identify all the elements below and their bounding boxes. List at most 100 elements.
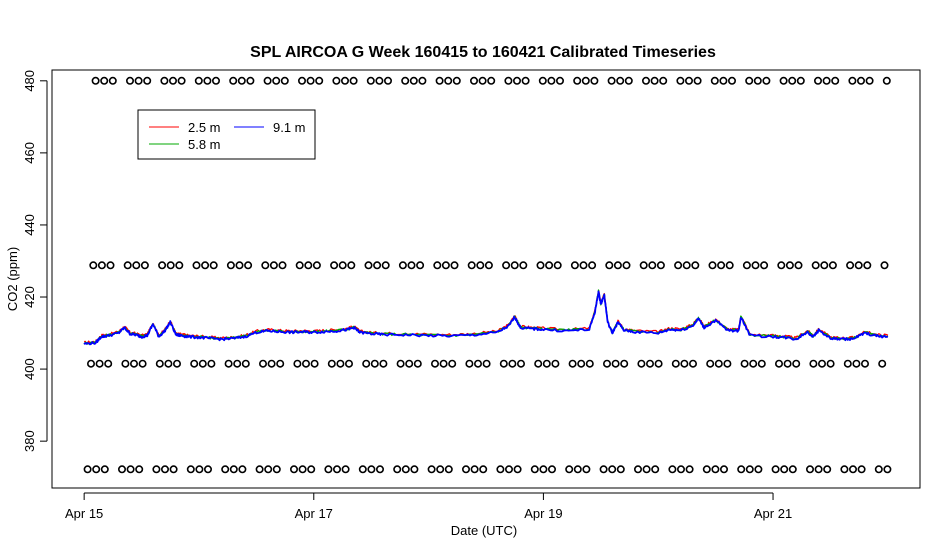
marker-point [276, 359, 285, 368]
marker-point [152, 465, 161, 474]
marker-point [814, 465, 823, 474]
marker-point [410, 465, 419, 474]
marker-point [754, 465, 763, 474]
marker-point [224, 359, 233, 368]
marker-point [190, 359, 199, 368]
marker-point [547, 465, 556, 474]
y-tick-label: 440 [22, 214, 37, 236]
x-tick-label: Apr 21 [754, 506, 792, 521]
marker-point [719, 465, 728, 474]
legend-label-5-8m: 5.8 m [188, 137, 221, 152]
marker-point [435, 76, 444, 85]
marker-point [846, 261, 855, 270]
marker-point [487, 76, 496, 85]
series-lines [83, 289, 889, 346]
marker-point [680, 359, 689, 368]
marker-point [301, 359, 310, 368]
marker-point [788, 465, 797, 474]
marker-point [496, 465, 505, 474]
marker-point [843, 359, 852, 368]
marker-point [341, 465, 350, 474]
marker-point [613, 261, 622, 270]
marker-point [383, 76, 392, 85]
marker-point [155, 359, 164, 368]
marker-point [555, 76, 564, 85]
marker-point [261, 261, 270, 270]
marker-point [336, 359, 345, 368]
marker-point [304, 261, 313, 270]
marker-point [573, 76, 582, 85]
marker-point [278, 261, 287, 270]
marker-point [269, 261, 278, 270]
marker-point [510, 261, 519, 270]
marker-point [848, 76, 857, 85]
marker-point [723, 359, 732, 368]
marker-point [195, 465, 204, 474]
marker-point [95, 359, 104, 368]
marker-point [504, 465, 513, 474]
marker-point [674, 261, 683, 270]
marker-point [508, 359, 517, 368]
marker-point [237, 76, 246, 85]
y-tick-label: 480 [22, 70, 37, 92]
marker-point [364, 261, 373, 270]
marker-point [737, 465, 746, 474]
marker-point [194, 76, 203, 85]
marker-point [676, 76, 685, 85]
marker-point [570, 261, 579, 270]
marker-point [513, 465, 522, 474]
marker-point [642, 465, 651, 474]
marker-point [362, 359, 371, 368]
marker-point [130, 359, 139, 368]
marker-point [201, 261, 210, 270]
marker-point [158, 261, 167, 270]
marker-point [534, 359, 543, 368]
x-tick-label: Apr 17 [295, 506, 333, 521]
marker-point [691, 261, 700, 270]
marker-point [347, 261, 356, 270]
marker-point [169, 76, 178, 85]
marker-point [688, 359, 697, 368]
marker-point [338, 261, 347, 270]
marker-point [659, 76, 668, 85]
marker-point [848, 465, 857, 474]
marker-point [645, 359, 654, 368]
marker-point [272, 76, 281, 85]
marker-point [448, 359, 457, 368]
marker-point [581, 76, 590, 85]
marker-point [427, 465, 436, 474]
marker-point [441, 261, 450, 270]
marker-point [143, 76, 152, 85]
marker-point [676, 465, 685, 474]
marker-point [502, 261, 511, 270]
marker-point [134, 76, 143, 85]
marker-point [207, 359, 216, 368]
marker-point [651, 465, 660, 474]
marker-point [633, 465, 642, 474]
marker-point [332, 465, 341, 474]
marker-point [484, 261, 493, 270]
marker-point [519, 261, 528, 270]
marker-point [582, 465, 591, 474]
marker-point [203, 76, 212, 85]
marker-point [381, 261, 390, 270]
marker-point [307, 465, 316, 474]
marker-point [641, 76, 650, 85]
marker-point [878, 359, 887, 368]
marker-point [530, 465, 539, 474]
marker-point [267, 359, 276, 368]
marker-point [538, 76, 547, 85]
marker-point [280, 76, 289, 85]
marker-point [209, 261, 218, 270]
marker-point [671, 359, 680, 368]
marker-point [551, 359, 560, 368]
marker-point [605, 261, 614, 270]
marker-point [779, 76, 788, 85]
marker-point [433, 261, 442, 270]
chart-title: SPL AIRCOA G Week 160415 to 160421 Calib… [250, 44, 716, 61]
marker-point [327, 359, 336, 368]
marker-point [637, 359, 646, 368]
marker-point [611, 359, 620, 368]
marker-point [375, 465, 384, 474]
